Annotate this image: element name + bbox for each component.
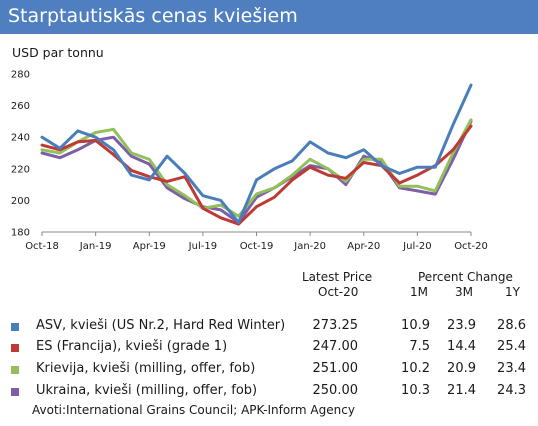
source-note: Avoti:International Grains Council; APK-… <box>32 403 355 417</box>
series-name: ASV, kvieši (US Nr.2, Hard Red Winter) <box>36 318 286 333</box>
change-1y: 28.6 <box>497 318 526 333</box>
x-tick-label: Apr-20 <box>347 241 380 252</box>
y-tick-label: 240 <box>11 133 30 144</box>
table-row: ES (Francija), kvieši (grade 1) 247.00 7… <box>0 338 538 360</box>
legend-swatch <box>11 366 19 374</box>
change-1y: 25.4 <box>497 339 526 354</box>
latest-price: 247.00 <box>312 339 359 354</box>
header-percent-change: Percent Change <box>418 270 513 284</box>
y-axis-unit-label: USD par tonnu <box>12 45 104 60</box>
x-tick-label: Jul-20 <box>402 241 431 252</box>
x-tick-label: Jan-19 <box>79 241 112 252</box>
title-bar: Starptautiskās cenas kviešiem <box>0 0 538 34</box>
header-latest-price-date: Oct-20 <box>318 285 359 299</box>
change-1m: 7.5 <box>409 339 430 354</box>
table-row: ASV, kvieši (US Nr.2, Hard Red Winter) 2… <box>0 317 538 339</box>
price-line-chart: 180 200 220 240 260 280 Oct-18 Jan-19 Apr-19 Jul-… <box>11 70 488 253</box>
latest-price: 273.25 <box>312 318 359 333</box>
legend-swatch <box>11 323 19 331</box>
header-3m: 3M <box>455 285 473 299</box>
y-tick-label: 260 <box>11 101 30 112</box>
series-line-4 <box>40 119 473 224</box>
legend-swatch <box>11 388 19 396</box>
x-tick-label: Apr-19 <box>133 241 166 252</box>
y-tick-label: 200 <box>11 196 30 207</box>
y-tick-label: 180 <box>11 228 30 239</box>
x-tick-label: Jul-19 <box>188 241 217 252</box>
x-tick-label: Oct-18 <box>25 241 59 252</box>
change-1y: 24.3 <box>497 383 526 398</box>
change-3m: 21.4 <box>447 383 476 398</box>
x-tick-label: Jan-20 <box>293 241 326 252</box>
change-3m: 14.4 <box>447 339 476 354</box>
latest-price: 251.00 <box>312 361 359 376</box>
x-tick-label: Oct-19 <box>240 241 274 252</box>
table-row: Krievija, kvieši (milling, offer, fob) 2… <box>0 360 538 382</box>
header-latest-price: Latest Price <box>302 270 373 284</box>
change-1y: 23.4 <box>497 361 526 376</box>
legend-swatch <box>11 344 19 352</box>
change-1m: 10.9 <box>401 318 430 333</box>
series-line-3 <box>40 118 473 218</box>
change-1m: 10.2 <box>401 361 430 376</box>
x-tick-label: Oct-20 <box>454 241 488 252</box>
change-1m: 10.3 <box>401 383 430 398</box>
change-3m: 20.9 <box>447 361 476 376</box>
change-3m: 23.9 <box>447 318 476 333</box>
table-row: Ukraina, kvieši (milling, offer, fob) 25… <box>0 382 538 404</box>
series-line-2 <box>40 124 473 226</box>
series-name: Ukraina, kvieši (milling, offer, fob) <box>36 383 258 398</box>
series-name: Krievija, kvieši (milling, offer, fob) <box>36 361 256 376</box>
series-line-1 <box>40 83 473 224</box>
page-title: Starptautiskās cenas kviešiem <box>8 5 298 27</box>
y-tick-label: 280 <box>11 70 30 81</box>
series-name: ES (Francija), kvieši (grade 1) <box>36 339 228 354</box>
header-1m: 1M <box>410 285 428 299</box>
y-tick-label: 220 <box>11 164 30 175</box>
latest-price: 250.00 <box>312 383 359 398</box>
header-1y: 1Y <box>505 285 520 299</box>
